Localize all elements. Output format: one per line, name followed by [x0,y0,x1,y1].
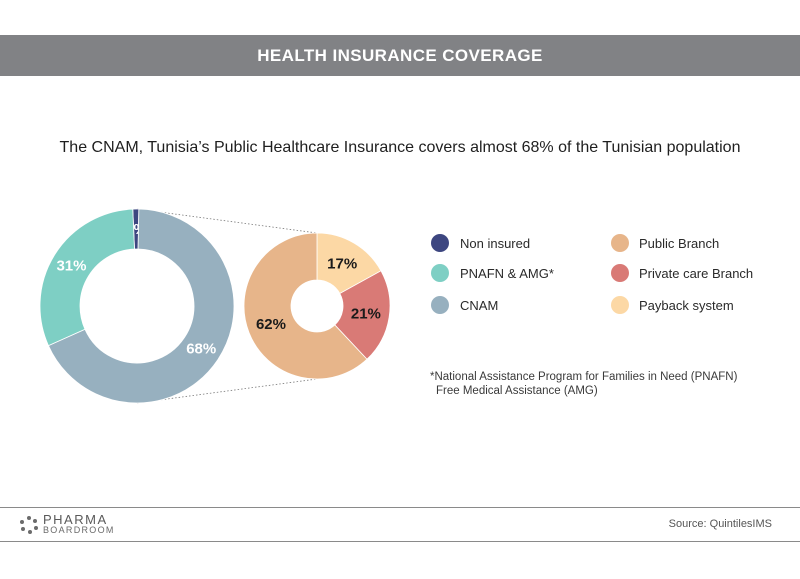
donut-main-coverage: 1%68%31% [39,208,235,404]
legend-label-non-insured: Non insured [460,236,530,251]
breakdown-label-private-care-branch: 21% [351,306,381,323]
header-bar: HEALTH INSURANCE COVERAGE [0,35,800,76]
connector-line-bottom [136,378,318,404]
pharma-boardroom-logo: PHARMA BOARDROOM [20,512,115,536]
breakdown-label-public-branch: 62% [256,316,286,333]
main-slice-cnam [47,208,235,404]
chart-subtitle: The CNAM, Tunisia’s Public Healthcare In… [59,139,741,156]
legend-swatch-public-branch [611,234,629,252]
main-label-pnafn-amg: 31% [56,258,86,275]
main-label-cnam: 68% [186,340,216,357]
legend-label-pnafn-amg: PNAFN & AMG* [460,266,554,281]
main-slice-pnafn-amg [39,208,135,347]
legend-swatch-payback-system [611,296,629,314]
chart-title: HEALTH INSURANCE COVERAGE [257,45,543,65]
connector-line-top [136,208,318,234]
legend: Non insured PNAFN & AMG* CNAM Public Branch… [431,234,753,314]
footer-divider-bottom [0,541,800,542]
logo-word-boardroom: BOARDROOM [43,525,115,535]
donut-cnam-breakdown: 17% 21% 62% [243,232,391,380]
legend-label-private-care-branch: Private care Branch [639,266,753,281]
legend-label-payback-system: Payback system [639,298,734,313]
breakdown-label-payback-system: 17% [327,255,357,272]
breakdown-slice-public-branch [243,232,368,380]
legend-label-public-branch: Public Branch [639,236,719,251]
breakdown-slice-private-care-branch [334,270,391,360]
logo-word-pharma: PHARMA [43,512,108,527]
legend-label-cnam: CNAM [460,298,498,313]
footnote: *National Assistance Program for Familie… [430,370,737,398]
legend-swatch-private-care-branch [611,264,629,282]
connector-lines [136,208,318,404]
footnote-line-1: *National Assistance Program for Familie… [430,371,738,383]
legend-swatch-cnam [431,296,449,314]
logo-dots-icon [20,516,38,534]
source-note: Source: QuintilesIMS [668,518,772,530]
footer-divider-top [0,507,800,508]
legend-swatch-pnafn-amg [431,264,449,282]
footnote-line-2: Free Medical Assistance (AMG) [436,385,598,397]
legend-swatch-non-insured [431,234,449,252]
